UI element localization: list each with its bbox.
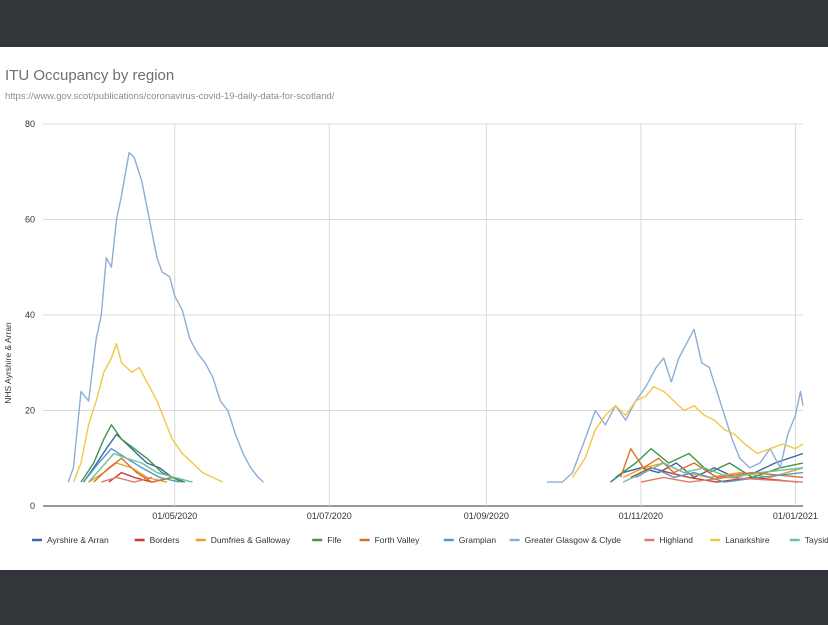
series-line xyxy=(88,452,193,483)
series-lines xyxy=(67,151,804,483)
series-line xyxy=(101,476,153,483)
legend-label: Highland xyxy=(659,535,693,545)
legend-label: Borders xyxy=(150,535,180,545)
chart-subtitle: https://www.gov.scot/publications/corona… xyxy=(5,91,335,102)
series-line xyxy=(622,462,804,483)
legend-label: Tayside xyxy=(805,535,828,545)
series-line xyxy=(610,452,804,483)
x-axis-ticks: 01/05/2020 01/07/2020 01/09/2020 01/11/2020… xyxy=(152,511,818,521)
series-line xyxy=(72,342,224,483)
legend-item: Dumfries & Galloway xyxy=(195,535,291,545)
line-chart: 0 20 40 60 80 01/05/2020 01/07/2020 01/09/2020… xyxy=(3,119,828,545)
y-tick-label: 60 xyxy=(25,215,35,225)
series-highland xyxy=(101,476,804,483)
x-tick-label: 01/09/2020 xyxy=(464,511,509,521)
legend-item: Highland xyxy=(644,535,693,545)
chart-panel: ITU Occupancy by region https://www.gov.… xyxy=(0,47,828,570)
legend-label: Greater Glasgow & Clyde xyxy=(525,535,622,545)
legend-item: Ayrshire & Arran xyxy=(32,535,109,545)
series-greater-glasgow-clyde xyxy=(67,151,804,483)
series-forth-valley xyxy=(93,448,804,483)
legend-item: Grampian xyxy=(443,535,497,545)
legend-item: Fife xyxy=(312,535,342,545)
series-ayrshire-arran xyxy=(82,433,804,483)
series-tayside xyxy=(88,452,804,483)
legend-item: Forth Valley xyxy=(359,535,420,545)
y-axis-ticks: 0 20 40 60 80 xyxy=(25,119,35,511)
legend-label: Grampian xyxy=(459,535,497,545)
series-line xyxy=(67,151,264,483)
y-tick-label: 20 xyxy=(25,406,35,416)
legend-item: Lanarkshire xyxy=(710,535,770,545)
series-line xyxy=(640,476,804,483)
series-line xyxy=(619,448,804,479)
y-tick-label: 80 xyxy=(25,119,35,129)
chart-title: ITU Occupancy by region xyxy=(5,67,175,84)
legend-label: Ayrshire & Arran xyxy=(47,535,109,545)
y-tick-label: 40 xyxy=(25,310,35,320)
series-line xyxy=(80,424,183,483)
series-fife xyxy=(80,424,804,483)
series-line xyxy=(571,385,804,478)
legend-label: Fife xyxy=(327,535,341,545)
series-line xyxy=(615,448,804,479)
legend-item: Tayside xyxy=(789,535,828,545)
x-tick-label: 01/05/2020 xyxy=(152,511,197,521)
x-tick-label: 01/01/2021 xyxy=(773,511,818,521)
legend-label: Lanarkshire xyxy=(725,535,770,545)
x-tick-label: 01/11/2020 xyxy=(619,511,663,521)
y-axis-label: NHS Ayrshire & Arran xyxy=(3,322,13,404)
series-line xyxy=(82,433,186,483)
series-line xyxy=(547,328,804,483)
series-lanarkshire xyxy=(72,342,804,483)
legend-label: Forth Valley xyxy=(375,535,420,545)
y-tick-label: 0 xyxy=(30,501,35,511)
legend-item: Greater Glasgow & Clyde xyxy=(509,535,622,545)
legend: Ayrshire & Arran Borders Dumfries & Gallow… xyxy=(32,535,828,545)
x-tick-label: 01/07/2020 xyxy=(307,511,352,521)
legend-item: Borders xyxy=(134,535,180,545)
series-line xyxy=(93,457,173,483)
legend-label: Dumfries & Galloway xyxy=(211,535,291,545)
gridlines xyxy=(43,123,803,507)
